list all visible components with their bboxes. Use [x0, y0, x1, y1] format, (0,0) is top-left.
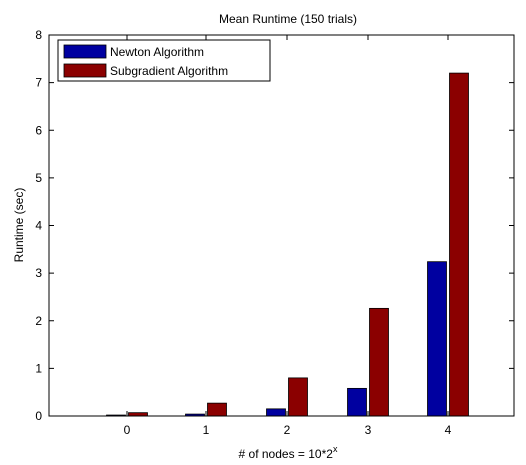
y-axis-ticks: 0 1 2 3 4 5 6 7 8 — [35, 28, 514, 423]
bar-newton-2 — [266, 408, 286, 417]
x-axis-label-base: # of nodes = 10*2 — [239, 447, 334, 460]
bar-newton-4 — [427, 261, 447, 417]
x-tick-label: 1 — [203, 423, 210, 437]
y-tick-label: 6 — [35, 123, 42, 137]
y-tick-label: 5 — [35, 171, 42, 185]
x-axis-ticks: 0 1 2 3 4 — [124, 35, 452, 437]
bar-subgradient-0 — [128, 412, 148, 417]
bars-layer — [106, 72, 469, 417]
y-tick-label: 1 — [35, 361, 42, 375]
legend-label-newton: Newton Algorithm — [110, 45, 204, 59]
x-axis-label-exponent: x — [333, 444, 338, 454]
x-tick-label: 2 — [284, 423, 291, 437]
chart-title: Mean Runtime (150 trials) — [219, 12, 357, 26]
y-tick-label: 0 — [35, 409, 42, 423]
bar-subgradient-3 — [369, 307, 389, 417]
y-axis-label: Runtime (sec) — [12, 188, 26, 263]
y-tick-label: 2 — [35, 314, 42, 328]
y-tick-label: 3 — [35, 266, 42, 280]
legend-swatch-newton — [63, 44, 107, 59]
x-tick-label: 4 — [445, 423, 452, 437]
bar-newton-3 — [347, 387, 367, 417]
legend: Newton Algorithm Subgradient Algorithm — [57, 39, 271, 82]
bar-subgradient-2 — [288, 377, 308, 417]
y-tick-label: 8 — [35, 28, 42, 42]
y-tick-label: 4 — [35, 219, 42, 233]
x-tick-label: 0 — [124, 423, 131, 437]
x-axis-label: # of nodes = 10*2x — [239, 444, 338, 460]
legend-swatch-subgradient — [63, 63, 107, 78]
y-tick-label: 7 — [35, 76, 42, 90]
legend-label-subgradient: Subgradient Algorithm — [110, 64, 228, 78]
bar-subgradient-1 — [207, 402, 227, 417]
x-tick-label: 3 — [365, 423, 372, 437]
bar-subgradient-4 — [449, 72, 469, 417]
